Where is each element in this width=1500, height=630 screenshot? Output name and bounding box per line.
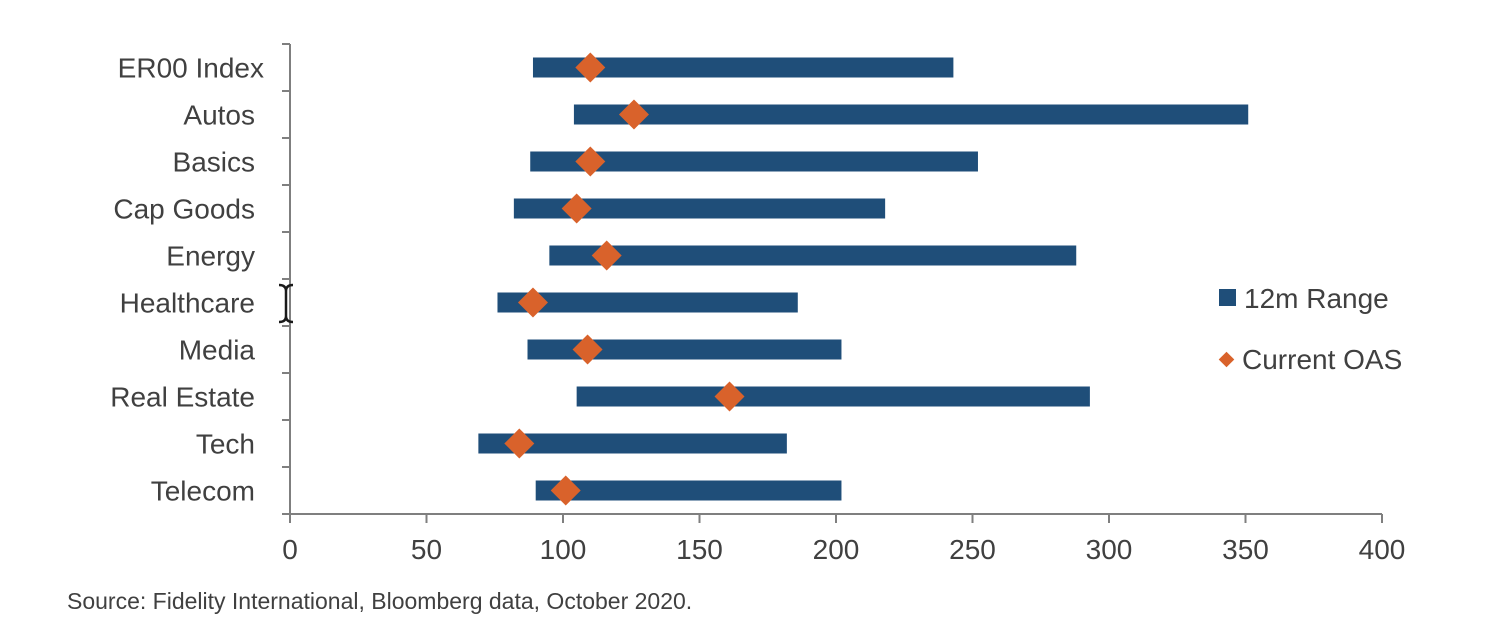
x-tick-label: 0: [282, 534, 298, 565]
legend: 12m Range Current OAS: [1218, 283, 1402, 375]
x-tick-label: 50: [411, 534, 442, 565]
oas-diamond-marker: [550, 475, 581, 506]
oas-markers: [504, 52, 745, 506]
range-bar: [497, 292, 798, 313]
category-label: Cap Goods: [113, 194, 255, 225]
category-label: Autos: [183, 100, 255, 131]
range-bar: [527, 339, 842, 360]
range-bar: [535, 480, 842, 501]
oas-diamond-marker: [504, 428, 535, 459]
category-label: Media: [179, 335, 256, 366]
text-cursor-icon: [278, 283, 294, 324]
oas-diamond-marker: [561, 193, 592, 224]
legend-swatch-12m-range: [1219, 289, 1236, 306]
source-note: Source: Fidelity International, Bloomber…: [67, 588, 692, 614]
legend-label-current-oas: Current OAS: [1242, 344, 1402, 375]
x-tick-label: 200: [813, 534, 860, 565]
oas-diamond-marker: [591, 240, 622, 271]
range-bar: [549, 245, 1077, 266]
category-labels: ER00 Index Autos Basics Cap Goods Energy Heal…: [110, 53, 264, 507]
range-bar: [573, 104, 1249, 125]
range-bar: [478, 433, 787, 454]
category-label: Basics: [173, 147, 255, 178]
oas-diamond-marker: [618, 99, 649, 130]
x-tick-label: 250: [949, 534, 996, 565]
tick-marks: [282, 43, 1383, 523]
x-tick-label: 350: [1222, 534, 1269, 565]
range-bar: [513, 198, 886, 219]
range-bar: [530, 151, 978, 172]
x-tick-label: 100: [540, 534, 587, 565]
legend-label-12m-range: 12m Range: [1244, 283, 1389, 314]
oas-diamond-marker: [572, 334, 603, 365]
range-bar: [576, 386, 1090, 407]
category-label: Real Estate: [110, 382, 255, 413]
category-label: Energy: [166, 241, 255, 272]
range-bar: [532, 57, 954, 78]
category-label: ER00 Index: [118, 53, 264, 84]
x-tick-label: 150: [676, 534, 723, 565]
x-tick-labels: 0 50 100 150 200 250 300 350 400: [282, 534, 1405, 565]
category-label: Tech: [196, 429, 255, 460]
category-label: Healthcare: [120, 288, 255, 319]
oas-diamond-marker: [517, 287, 548, 318]
oas-diamond-marker: [575, 146, 606, 177]
range-bars: [478, 57, 1249, 501]
legend-swatch-current-oas: [1218, 351, 1235, 368]
oas-diamond-marker: [575, 52, 606, 83]
x-tick-label: 300: [1086, 534, 1133, 565]
x-tick-label: 400: [1359, 534, 1406, 565]
oas-diamond-marker: [714, 381, 745, 412]
category-label: Telecom: [151, 476, 255, 507]
